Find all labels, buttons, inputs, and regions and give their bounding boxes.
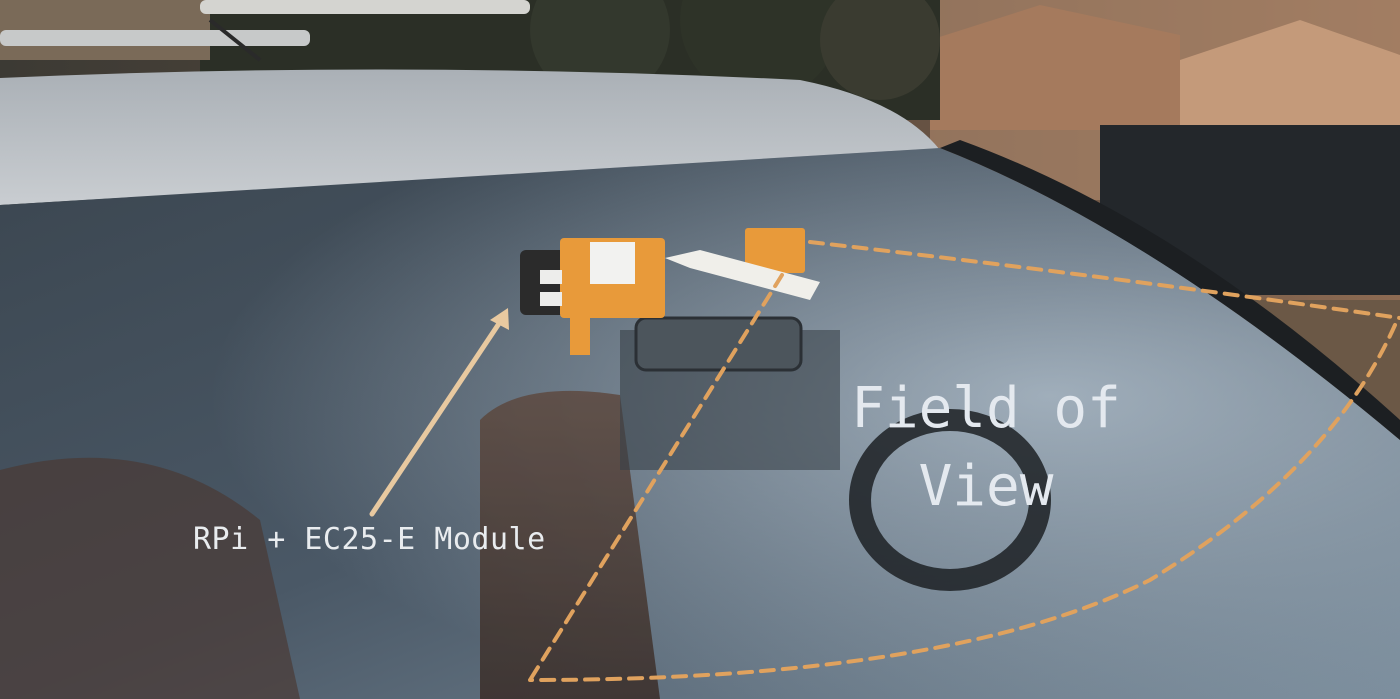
fov-right-arc [528, 323, 1397, 682]
car-interior [0, 330, 1051, 699]
pointer-arrow [369, 308, 509, 517]
field-of-view-label: Field of View [836, 370, 1136, 526]
module-label: RPi + EC25-E Module [193, 522, 546, 557]
fov-label-line1: Field of [851, 376, 1121, 441]
fov-top-line [808, 240, 1400, 320]
car-roof [0, 69, 940, 205]
fov-label-line2: View [918, 454, 1054, 519]
field-of-view-outline [528, 240, 1400, 682]
rpi-device [520, 228, 820, 355]
roof-rack [0, 0, 530, 62]
rearview-mirror [634, 316, 803, 372]
fov-left-line [528, 273, 784, 682]
